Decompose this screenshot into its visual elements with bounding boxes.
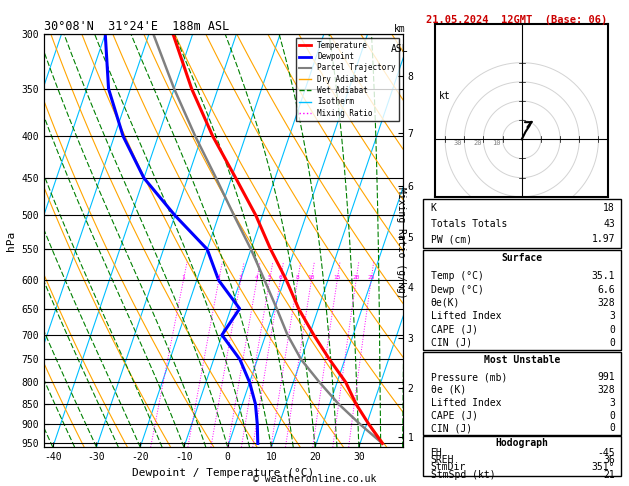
Text: 8: 8	[296, 275, 299, 280]
Text: StmSpd (kt): StmSpd (kt)	[431, 469, 495, 480]
Text: CAPE (J): CAPE (J)	[431, 325, 477, 334]
Text: © weatheronline.co.uk: © weatheronline.co.uk	[253, 473, 376, 484]
Text: EH: EH	[431, 448, 442, 457]
Text: θe(K): θe(K)	[431, 298, 460, 308]
Text: 351°: 351°	[591, 462, 615, 472]
Text: Hodograph: Hodograph	[495, 437, 548, 448]
Text: 0: 0	[609, 325, 615, 334]
Text: CIN (J): CIN (J)	[431, 338, 472, 348]
Text: 10: 10	[308, 275, 315, 280]
Text: Dewp (°C): Dewp (°C)	[431, 285, 484, 295]
Text: ASL: ASL	[391, 44, 408, 54]
Text: -45: -45	[598, 448, 615, 457]
Text: Surface: Surface	[501, 253, 542, 263]
Text: 35.1: 35.1	[591, 271, 615, 281]
Text: 3: 3	[609, 311, 615, 321]
Y-axis label: hPa: hPa	[6, 230, 16, 251]
Text: Most Unstable: Most Unstable	[484, 355, 560, 365]
Text: 20: 20	[473, 140, 481, 146]
Legend: Temperature, Dewpoint, Parcel Trajectory, Dry Adiabat, Wet Adiabat, Isotherm, Mi: Temperature, Dewpoint, Parcel Trajectory…	[296, 38, 399, 121]
Text: 21: 21	[603, 469, 615, 480]
Text: 328: 328	[598, 298, 615, 308]
Text: 1: 1	[182, 275, 186, 280]
Text: 2: 2	[217, 275, 221, 280]
Text: 3: 3	[609, 398, 615, 408]
Text: Temp (°C): Temp (°C)	[431, 271, 484, 281]
Text: 43: 43	[603, 219, 615, 228]
Text: 3: 3	[239, 275, 243, 280]
Text: PW (cm): PW (cm)	[431, 234, 472, 244]
Text: 1.97: 1.97	[591, 234, 615, 244]
Text: Pressure (mb): Pressure (mb)	[431, 372, 507, 382]
Text: SREH: SREH	[431, 455, 454, 465]
Text: 6.6: 6.6	[598, 285, 615, 295]
Text: CAPE (J): CAPE (J)	[431, 411, 477, 420]
Text: 21.05.2024  12GMT  (Base: 06): 21.05.2024 12GMT (Base: 06)	[426, 15, 607, 25]
Text: 36: 36	[603, 455, 615, 465]
Text: kt: kt	[439, 91, 451, 102]
Text: 30°08'N  31°24'E  188m ASL: 30°08'N 31°24'E 188m ASL	[44, 20, 230, 33]
Text: Mixing Ratio (g/kg): Mixing Ratio (g/kg)	[396, 187, 406, 299]
Text: 0: 0	[609, 423, 615, 434]
Text: 991: 991	[598, 372, 615, 382]
Text: θe (K): θe (K)	[431, 385, 466, 395]
X-axis label: Dewpoint / Temperature (°C): Dewpoint / Temperature (°C)	[132, 468, 314, 478]
Text: 6: 6	[279, 275, 282, 280]
Text: 20: 20	[352, 275, 360, 280]
Text: Lifted Index: Lifted Index	[431, 398, 501, 408]
Text: 328: 328	[598, 385, 615, 395]
Text: Totals Totals: Totals Totals	[431, 219, 507, 228]
Text: 18: 18	[603, 203, 615, 213]
Text: StmDir: StmDir	[431, 462, 466, 472]
Text: CIN (J): CIN (J)	[431, 423, 472, 434]
Text: km: km	[394, 24, 405, 35]
Text: 0: 0	[609, 338, 615, 348]
Text: 25: 25	[367, 275, 375, 280]
Text: 0: 0	[609, 411, 615, 420]
Text: 10: 10	[492, 140, 501, 146]
Text: K: K	[431, 203, 437, 213]
Text: Lifted Index: Lifted Index	[431, 311, 501, 321]
Text: 5: 5	[268, 275, 272, 280]
Text: 15: 15	[333, 275, 341, 280]
Text: 4: 4	[255, 275, 259, 280]
Text: 30: 30	[454, 140, 462, 146]
